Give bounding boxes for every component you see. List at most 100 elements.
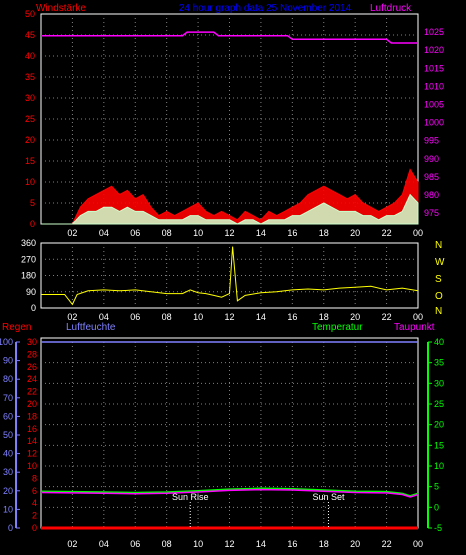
wind-y-tick-label: 35 bbox=[25, 72, 35, 82]
wind-x-tick-label: 02 bbox=[67, 228, 77, 238]
humidity-y-tick-label: 30 bbox=[3, 467, 13, 477]
compass-o: O bbox=[435, 291, 443, 302]
pressure-y-tick-label: 1020 bbox=[424, 45, 444, 55]
direction-x-tick-label: 20 bbox=[350, 312, 360, 322]
chart-title: 24 hour graph data 25 November 2014 bbox=[179, 3, 352, 14]
direction-y-tick-label: 180 bbox=[21, 271, 36, 281]
rain-label: Regen bbox=[2, 322, 31, 333]
pressure-y-tick-label: 995 bbox=[424, 136, 439, 146]
rain-y-tick-label: 12 bbox=[27, 449, 37, 459]
sun-marker-label: Sun Rise bbox=[172, 492, 209, 502]
direction-x-tick-label: 12 bbox=[224, 312, 234, 322]
direction-x-tick-label: 18 bbox=[319, 312, 329, 322]
humidity-y-tick-label: 100 bbox=[0, 337, 13, 347]
wind-x-tick-label: 14 bbox=[256, 228, 266, 238]
temperature-y-tick-label: 40 bbox=[434, 337, 444, 347]
rain-y-tick-label: 26 bbox=[27, 362, 37, 372]
climate-x-tick-label: 10 bbox=[193, 539, 203, 549]
humidity-y-tick-label: 70 bbox=[3, 393, 13, 403]
wind-label: Windstärke bbox=[36, 3, 86, 14]
humidity-y-tick-label: 80 bbox=[3, 374, 13, 384]
humidity-y-tick-label: 10 bbox=[3, 504, 13, 514]
direction-x-tick-label: 00 bbox=[413, 312, 423, 322]
humidity-y-tick-label: 90 bbox=[3, 356, 13, 366]
direction-x-tick-label: 06 bbox=[130, 312, 140, 322]
wind-y-tick-label: 50 bbox=[25, 9, 35, 19]
rain-y-tick-label: 16 bbox=[27, 424, 37, 434]
humidity-y-tick-label: 60 bbox=[3, 411, 13, 421]
rain-y-tick-label: 20 bbox=[27, 399, 37, 409]
wind-y-tick-label: 0 bbox=[30, 219, 35, 229]
pressure-y-tick-label: 990 bbox=[424, 154, 439, 164]
pressure-y-tick-label: 1015 bbox=[424, 63, 444, 73]
pressure-y-tick-label: 1025 bbox=[424, 27, 444, 37]
wind-y-tick-label: 30 bbox=[25, 93, 35, 103]
humidity-label: Luftfeuchte bbox=[66, 322, 116, 333]
rain-y-tick-label: 28 bbox=[27, 349, 37, 359]
rain-y-tick-label: 0 bbox=[32, 523, 37, 533]
pressure-y-tick-label: 975 bbox=[424, 208, 439, 218]
temperature-y-tick-label: 20 bbox=[434, 420, 444, 430]
rain-y-tick-label: 30 bbox=[27, 337, 37, 347]
direction-y-tick-label: 360 bbox=[21, 238, 36, 248]
pressure-y-tick-label: 1010 bbox=[424, 81, 444, 91]
rain-y-tick-label: 24 bbox=[27, 374, 37, 384]
wind-x-tick-label: 10 bbox=[193, 228, 203, 238]
wind-y-tick-label: 40 bbox=[25, 51, 35, 61]
temperature-y-tick-label: 15 bbox=[434, 440, 444, 450]
wind-x-tick-label: 04 bbox=[99, 228, 109, 238]
compass-s: S bbox=[435, 274, 442, 285]
temperature-y-tick-label: 30 bbox=[434, 378, 444, 388]
rain-y-tick-label: 4 bbox=[32, 498, 37, 508]
rain-y-tick-label: 10 bbox=[27, 461, 37, 471]
climate-x-tick-label: 00 bbox=[413, 539, 423, 549]
pressure-y-tick-label: 985 bbox=[424, 172, 439, 182]
humidity-y-tick-label: 0 bbox=[8, 523, 13, 533]
direction-x-tick-label: 16 bbox=[287, 312, 297, 322]
humidity-y-tick-label: 50 bbox=[3, 430, 13, 440]
rain-y-tick-label: 22 bbox=[27, 387, 37, 397]
wind-y-tick-label: 25 bbox=[25, 114, 35, 124]
wind-x-tick-label: 00 bbox=[413, 228, 423, 238]
pressure-label: Luftdruck bbox=[370, 3, 412, 14]
climate-x-tick-label: 18 bbox=[319, 539, 329, 549]
climate-x-tick-label: 08 bbox=[162, 539, 172, 549]
pressure-y-tick-label: 980 bbox=[424, 190, 439, 200]
direction-x-tick-label: 10 bbox=[193, 312, 203, 322]
compass-w: W bbox=[435, 257, 445, 268]
climate-x-tick-label: 06 bbox=[130, 539, 140, 549]
temperature-line bbox=[40, 487, 419, 497]
pressure-line bbox=[41, 31, 418, 44]
rain-y-tick-label: 8 bbox=[32, 473, 37, 483]
wind-x-tick-label: 22 bbox=[382, 228, 392, 238]
wind-y-tick-label: 45 bbox=[25, 30, 35, 40]
climate-x-tick-label: 02 bbox=[67, 539, 77, 549]
humidity-y-tick-label: 40 bbox=[3, 449, 13, 459]
wind-x-tick-label: 08 bbox=[162, 228, 172, 238]
wind-x-tick-label: 20 bbox=[350, 228, 360, 238]
pressure-y-tick-label: 1000 bbox=[424, 118, 444, 128]
wind-y-tick-label: 5 bbox=[30, 198, 35, 208]
rain-y-tick-label: 14 bbox=[27, 436, 37, 446]
direction-x-tick-label: 14 bbox=[256, 312, 266, 322]
rain-y-tick-label: 18 bbox=[27, 411, 37, 421]
wind-y-tick-label: 15 bbox=[25, 156, 35, 166]
temperature-y-tick-label: 10 bbox=[434, 461, 444, 471]
compass-n-top: N bbox=[435, 240, 442, 251]
sun-marker-label: Sun Set bbox=[312, 492, 345, 502]
temperature-y-tick-label: 25 bbox=[434, 399, 444, 409]
climate-x-tick-label: 16 bbox=[287, 539, 297, 549]
temperature-y-tick-label: 35 bbox=[434, 358, 444, 368]
direction-y-tick-label: 0 bbox=[31, 303, 36, 313]
wind-direction-line bbox=[41, 246, 419, 306]
temperature-y-tick-label: 5 bbox=[434, 482, 439, 492]
dewpoint-label: Taupunkt bbox=[394, 322, 435, 333]
direction-x-tick-label: 22 bbox=[382, 312, 392, 322]
wind-x-tick-label: 06 bbox=[130, 228, 140, 238]
wind-x-tick-label: 12 bbox=[224, 228, 234, 238]
compass-n-bottom: N bbox=[435, 306, 442, 317]
dewpoint-line bbox=[40, 488, 419, 498]
humidity-y-tick-label: 20 bbox=[3, 486, 13, 496]
direction-x-tick-label: 08 bbox=[162, 312, 172, 322]
climate-x-tick-label: 12 bbox=[224, 539, 234, 549]
